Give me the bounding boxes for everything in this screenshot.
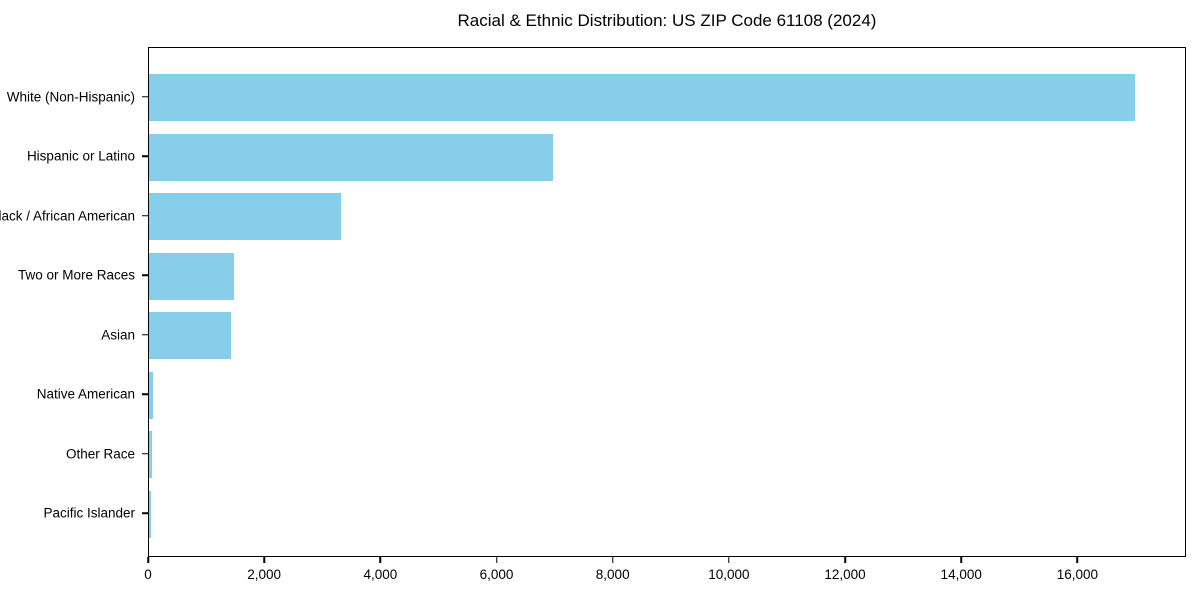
x-tick-label: 6,000 [479,567,514,582]
x-tick-mark [495,557,498,563]
x-tick-mark [844,557,846,563]
bar [149,312,232,360]
y-tick-label: White (Non-Hispanic) [6,89,135,105]
bar [149,133,553,181]
y-tick-mark [142,155,148,157]
y-axis-labels: White (Non-Hispanic) Hispanic or Latino Bl… [0,47,148,557]
x-tick-label: 12,000 [824,567,866,582]
chart-title: Racial & Ethnic Distribution: US ZIP Cod… [457,11,877,30]
x-tick-label: 4,000 [363,567,398,582]
y-tick-label: Native American [36,386,135,402]
y-tick-mark [142,96,148,98]
y-tick-label: Hispanic or Latino [26,148,135,164]
y-tick-mark [142,512,148,514]
bar [149,74,1135,122]
x-tick-mark [147,557,149,563]
y-tick-label: Black / African American [0,208,135,224]
x-tick-label: 16,000 [1056,567,1099,582]
bar [149,490,151,538]
y-tick-mark [142,393,148,395]
bar [149,193,341,241]
x-axis: 0 2,000 4,000 6,000 8,000 10,000 12,000 14,000 1… [144,557,1186,593]
x-tick-mark [1076,557,1079,563]
y-tick-mark [142,274,148,276]
y-tick-label: Two or More Races [17,267,135,283]
x-tick-label: 2,000 [247,567,282,582]
plot-area [148,47,1186,557]
x-tick-label: 0 [144,567,152,582]
x-tick-mark [611,557,614,563]
x-tick-label: 14,000 [940,567,982,582]
x-tick-label: 10,000 [708,567,750,582]
y-tick-mark [142,334,148,336]
x-tick-mark [379,557,382,563]
y-tick-mark [142,453,148,455]
bar [149,371,154,419]
bar [149,252,235,300]
y-tick-mark [142,215,148,217]
y-tick-label: Pacific Islander [43,505,135,521]
y-tick-label: Other Race [65,446,135,462]
y-tick-label: Asian [101,327,135,343]
bar [149,431,153,479]
x-tick-mark [263,557,265,563]
x-tick-mark [728,557,730,563]
x-tick-mark [960,557,962,563]
x-tick-label: 8,000 [595,567,630,582]
